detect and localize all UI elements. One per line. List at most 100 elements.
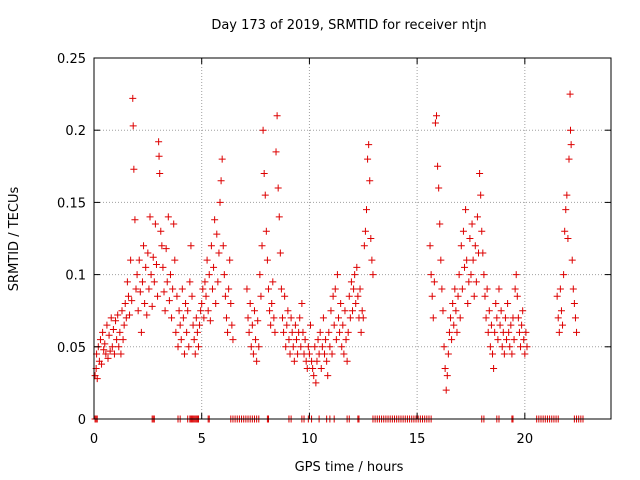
data-point: [465, 278, 473, 286]
data-point: [275, 213, 283, 221]
data-point: [274, 184, 282, 192]
data-point: [339, 321, 347, 329]
data-point: [361, 227, 369, 235]
y-tick-label: 0.2: [65, 124, 86, 139]
data-point: [357, 328, 365, 336]
data-point: [176, 321, 184, 329]
data-point: [151, 220, 159, 228]
data-point: [119, 336, 127, 344]
data-point: [466, 235, 474, 242]
data-point: [253, 357, 261, 365]
data-point: [343, 357, 351, 365]
data-point: [367, 235, 375, 242]
data-point: [359, 314, 367, 322]
data-point: [289, 343, 297, 351]
data-point: [137, 328, 145, 336]
data-point: [264, 285, 272, 293]
data-point: [514, 314, 522, 322]
data-point: [146, 213, 154, 221]
data-point: [490, 364, 498, 372]
data-point: [473, 213, 481, 221]
data-point: [508, 350, 516, 358]
data-point: [186, 278, 194, 286]
data-point: [477, 191, 485, 199]
data-point: [497, 307, 505, 315]
data-point: [503, 336, 511, 344]
data-point: [145, 285, 153, 293]
data-point: [115, 343, 123, 351]
data-point: [442, 386, 450, 394]
data-point: [99, 328, 107, 336]
data-point: [464, 299, 472, 307]
data-point: [198, 299, 206, 307]
data-point: [211, 216, 219, 224]
data-point: [157, 227, 165, 235]
data-point: [331, 285, 339, 293]
data-point: [354, 292, 362, 300]
data-point: [193, 328, 201, 336]
data-point: [101, 340, 109, 348]
data-point: [229, 336, 237, 344]
data-point: [213, 230, 221, 238]
data-point: [469, 256, 477, 264]
data-point: [163, 278, 171, 286]
data-point: [327, 307, 335, 315]
data-point: [268, 299, 276, 307]
data-point: [208, 285, 216, 293]
plot-frame: [93, 57, 612, 420]
data-point: [249, 350, 257, 358]
data-point: [366, 177, 374, 185]
data-point: [320, 350, 328, 358]
data-point: [560, 271, 568, 279]
data-point: [472, 278, 480, 286]
data-point: [202, 292, 210, 300]
data-point: [436, 220, 444, 228]
data-point: [434, 162, 442, 170]
data-point: [317, 364, 325, 372]
data-point: [247, 343, 255, 351]
data-point: [196, 321, 204, 329]
data-point: [319, 314, 327, 322]
data-point: [567, 126, 575, 134]
data-point: [200, 314, 208, 322]
data-point: [280, 328, 288, 336]
data-point: [227, 299, 235, 307]
data-point: [515, 328, 523, 336]
data-point: [439, 307, 447, 315]
data-point: [301, 336, 309, 344]
data-point: [433, 112, 441, 120]
data-point: [184, 307, 192, 315]
data-point: [219, 242, 227, 250]
data-point: [217, 177, 225, 185]
data-point: [478, 227, 486, 235]
data-point: [267, 321, 275, 329]
data-point: [161, 307, 169, 315]
data-point: [566, 90, 574, 98]
data-point: [126, 311, 134, 319]
data-point: [313, 357, 321, 365]
data-point: [210, 263, 218, 271]
data-point: [435, 184, 443, 192]
data-point: [166, 271, 174, 279]
data-point: [305, 350, 313, 358]
data-point: [447, 314, 455, 322]
data-point: [571, 314, 579, 322]
data-point: [222, 314, 230, 322]
data-point: [569, 285, 577, 293]
data-point: [261, 191, 269, 199]
data-point: [123, 278, 131, 286]
data-point: [468, 220, 476, 228]
data-point: [350, 285, 358, 293]
data-point: [493, 314, 501, 322]
data-point: [278, 314, 286, 322]
data-point: [518, 321, 526, 329]
data-point: [110, 350, 118, 358]
data-point: [183, 328, 191, 336]
data-point: [281, 292, 289, 300]
data-point: [461, 263, 469, 271]
data-point: [172, 328, 180, 336]
data-point: [325, 328, 333, 336]
data-point: [156, 170, 164, 178]
data-point: [136, 288, 144, 296]
data-point: [470, 292, 478, 300]
